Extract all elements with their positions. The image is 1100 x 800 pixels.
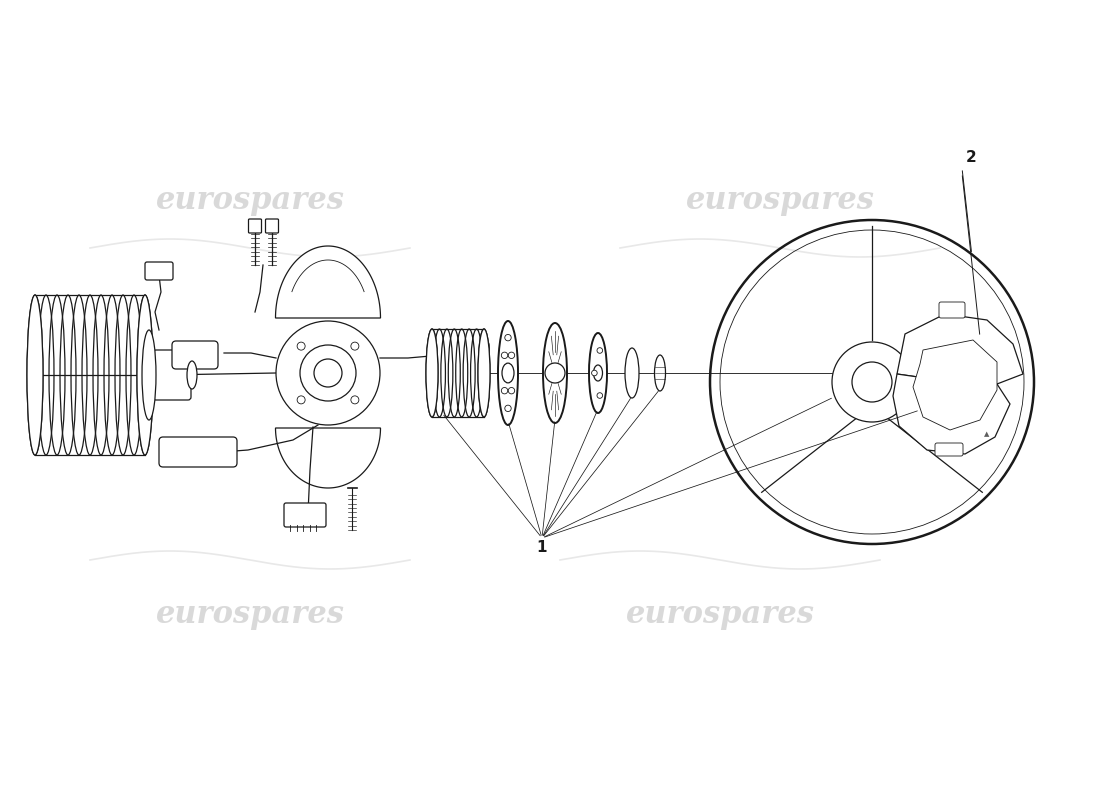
Circle shape: [300, 345, 356, 401]
Circle shape: [351, 342, 359, 350]
Text: 2: 2: [966, 150, 977, 166]
Ellipse shape: [138, 295, 153, 455]
Ellipse shape: [502, 363, 514, 383]
Text: 1: 1: [537, 540, 548, 555]
Text: eurospares: eurospares: [626, 599, 814, 630]
Circle shape: [597, 393, 603, 398]
Ellipse shape: [187, 361, 197, 389]
Circle shape: [597, 348, 603, 354]
Circle shape: [351, 396, 359, 404]
Circle shape: [502, 387, 508, 394]
Circle shape: [314, 359, 342, 387]
Ellipse shape: [543, 323, 566, 423]
Polygon shape: [893, 374, 1010, 454]
Ellipse shape: [478, 329, 490, 417]
Circle shape: [544, 363, 565, 383]
Polygon shape: [275, 246, 381, 318]
Circle shape: [852, 362, 892, 402]
Text: eurospares: eurospares: [685, 185, 874, 215]
FancyBboxPatch shape: [284, 503, 326, 527]
FancyBboxPatch shape: [249, 219, 262, 233]
Ellipse shape: [498, 321, 518, 425]
Circle shape: [502, 352, 508, 358]
FancyBboxPatch shape: [160, 437, 236, 467]
Ellipse shape: [588, 333, 607, 413]
Circle shape: [297, 342, 305, 350]
Circle shape: [592, 370, 597, 376]
Polygon shape: [896, 314, 1023, 384]
Ellipse shape: [28, 295, 43, 455]
Ellipse shape: [625, 348, 639, 398]
Circle shape: [505, 334, 512, 341]
Polygon shape: [275, 428, 381, 488]
Text: eurospares: eurospares: [155, 599, 344, 630]
FancyBboxPatch shape: [153, 350, 191, 400]
Ellipse shape: [426, 329, 438, 417]
Ellipse shape: [594, 365, 603, 381]
FancyBboxPatch shape: [939, 302, 965, 318]
Polygon shape: [913, 340, 997, 430]
FancyBboxPatch shape: [145, 262, 173, 280]
FancyBboxPatch shape: [172, 341, 218, 369]
Ellipse shape: [654, 355, 666, 391]
Circle shape: [276, 321, 380, 425]
Circle shape: [505, 405, 512, 411]
Bar: [35, 295, 145, 455]
Circle shape: [832, 342, 912, 422]
Circle shape: [508, 352, 515, 358]
Circle shape: [297, 396, 305, 404]
FancyBboxPatch shape: [265, 219, 278, 233]
Bar: [432, 329, 484, 417]
FancyBboxPatch shape: [436, 341, 490, 371]
Text: ▲: ▲: [984, 431, 990, 437]
Ellipse shape: [142, 330, 156, 420]
FancyBboxPatch shape: [935, 443, 962, 456]
Circle shape: [508, 387, 515, 394]
Text: eurospares: eurospares: [155, 185, 344, 215]
